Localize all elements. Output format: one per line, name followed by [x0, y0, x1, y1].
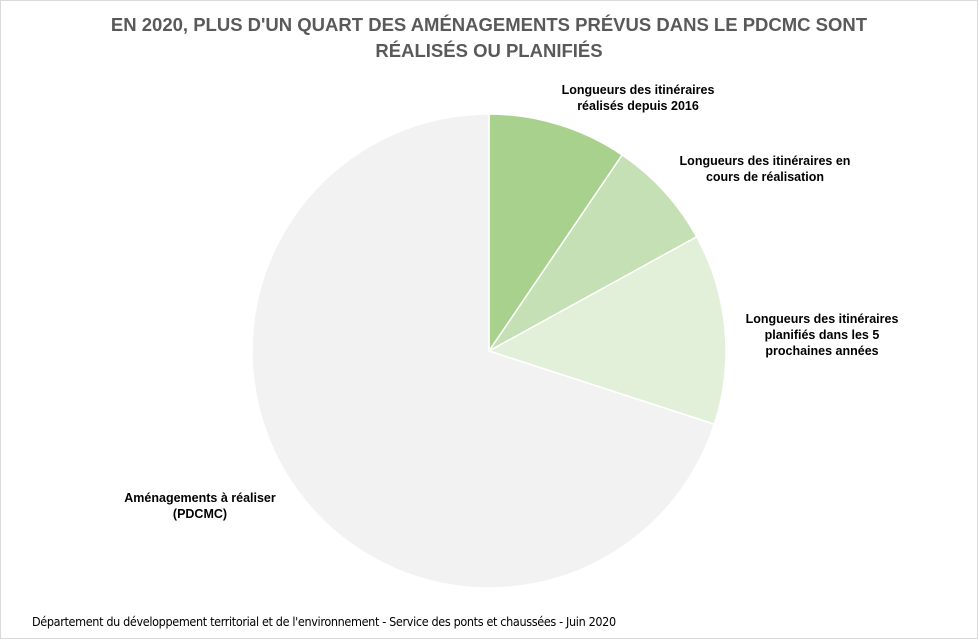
slice-label-a-realiser: Aménagements à réaliser (PDCMC) [100, 490, 300, 522]
slice-label-a-realiser-line-2: (PDCMC) [172, 507, 228, 521]
slice-label-en-cours-line-1: Longueurs des itinéraires en [679, 154, 851, 168]
pie-slice-a-realiser [251, 113, 716, 589]
slice-label-planifies-line-2: planifiés dans les 5 [764, 328, 880, 342]
slice-label-en-cours: Longueurs des itinéraires en cours de ré… [655, 153, 875, 185]
slice-label-realises-line-2: réalisés depuis 2016 [577, 99, 699, 113]
source-footer: Département du développement territorial… [32, 614, 616, 629]
chart-title-line-1: EN 2020, PLUS D'UN QUART DES AMÉNAGEMENT… [110, 14, 868, 35]
chart-title: EN 2020, PLUS D'UN QUART DES AMÉNAGEMENT… [0, 12, 978, 64]
slice-label-realises-line-1: Longueurs des itinéraires [561, 83, 715, 97]
pie-slice-planifies [487, 235, 727, 426]
slice-label-realises: Longueurs des itinéraires réalisés depui… [538, 82, 738, 114]
slice-label-planifies-line-1: Longueurs des itinéraires [745, 312, 899, 326]
chart-title-line-2: RÉALISÉS OU PLANIFIÉS [375, 40, 603, 61]
slice-label-planifies-line-3: prochaines années [765, 344, 879, 358]
slice-label-en-cours-line-2: cours de réalisation [705, 170, 825, 184]
slice-label-a-realiser-line-1: Aménagements à réaliser [124, 491, 276, 505]
pie-slice-en-cours [488, 153, 698, 352]
slice-label-planifies: Longueurs des itinéraires planifiés dans… [722, 311, 922, 359]
pie-slice-realises [488, 113, 624, 354]
